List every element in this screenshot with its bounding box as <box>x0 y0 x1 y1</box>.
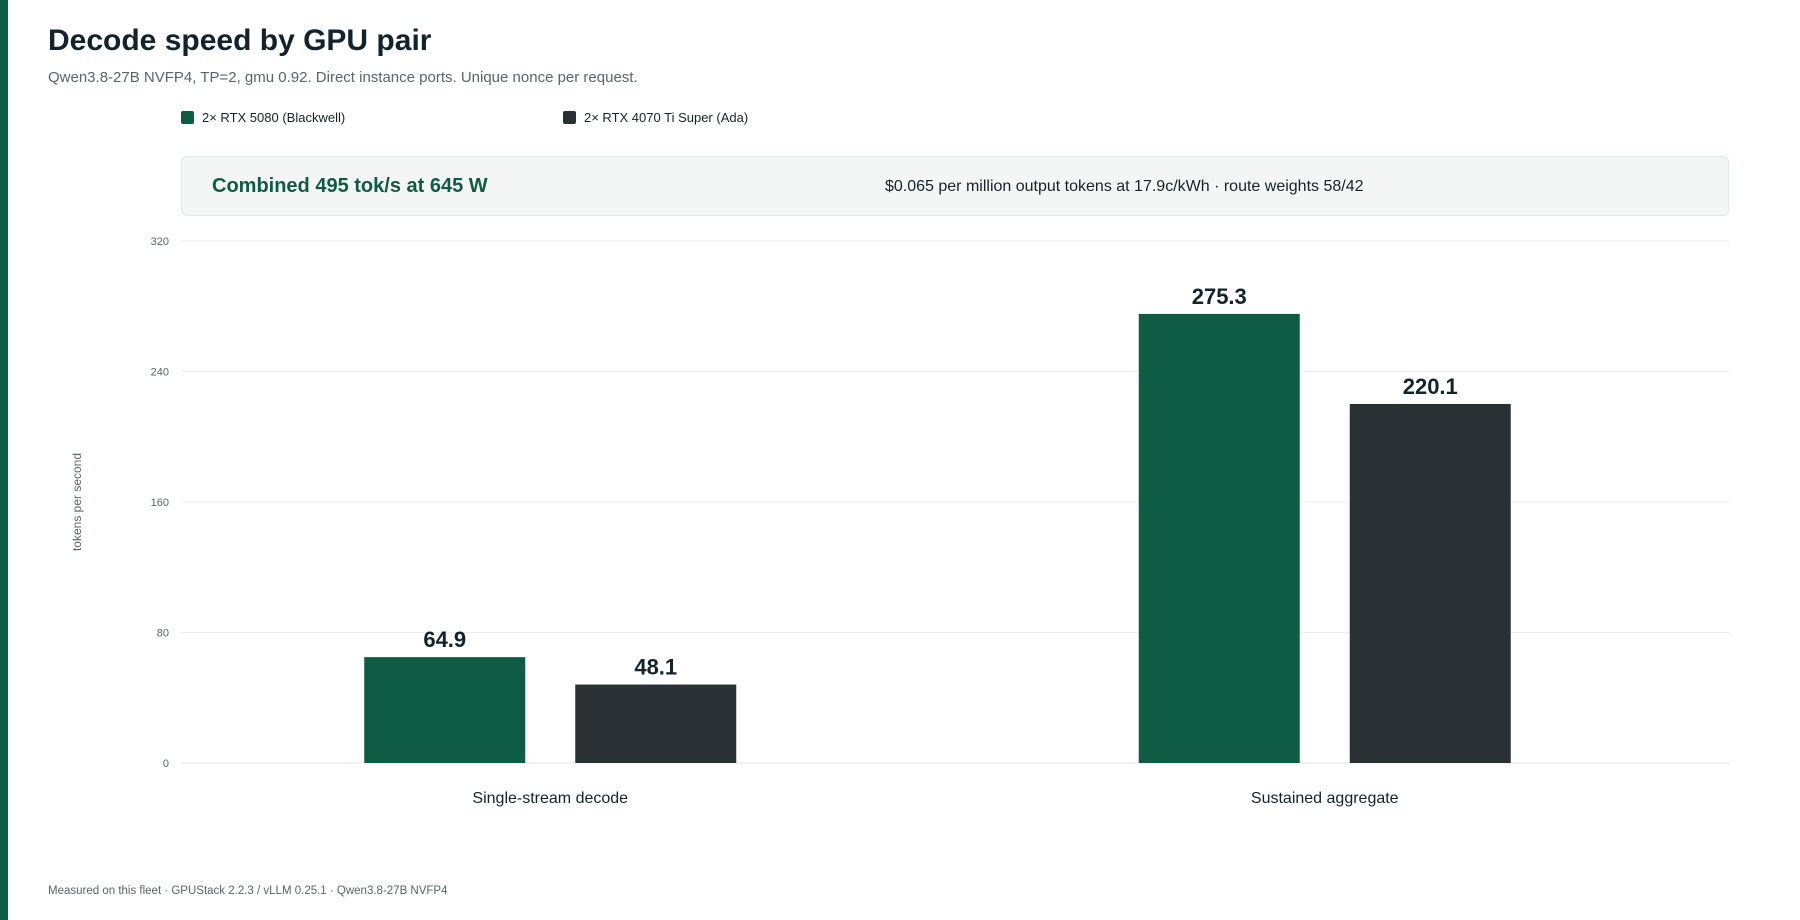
legend-label-rtx-4070-ti-super: 2× RTX 4070 Ti Super (Ada) <box>584 110 749 125</box>
bar-series-0-cat-1 <box>1138 313 1300 763</box>
data-label: 220.1 <box>1403 374 1458 399</box>
legend-swatch-rtx-4070-ti-super <box>563 111 576 124</box>
summary-headline: Combined 495 tok/s at 645 W <box>212 175 488 197</box>
y-axis-label: tokens per second <box>70 453 84 551</box>
y-tick-label: 160 <box>151 497 169 509</box>
legend-item-rtx-5080: 2× RTX 5080 (Blackwell) <box>181 110 345 125</box>
summary-detail: $0.065 per million output tokens at 17.9… <box>885 178 1364 195</box>
legend-label-rtx-5080: 2× RTX 5080 (Blackwell) <box>202 110 346 125</box>
footer-note: Measured on this fleet · GPUStack 2.2.3 … <box>48 885 448 897</box>
data-label: 64.9 <box>423 627 466 652</box>
legend-item-rtx-4070-ti-super: 2× RTX 4070 Ti Super (Ada) <box>563 110 748 125</box>
x-tick-label: Single-stream decode <box>472 790 628 807</box>
bar-series-0-cat-0 <box>364 657 526 763</box>
y-tick-label: 240 <box>151 367 169 379</box>
summary-panel: Combined 495 tok/s at 645 W $0.065 per m… <box>181 156 1729 216</box>
bar-series-1-cat-0 <box>575 684 737 763</box>
page-subtitle: Qwen3.8-27B NVFP4, TP=2, gmu 0.92. Direc… <box>48 69 638 86</box>
bar-series-1-cat-1 <box>1349 403 1511 763</box>
page-title: Decode speed by GPU pair <box>48 24 432 57</box>
data-label: 48.1 <box>634 655 677 680</box>
accent-bar <box>0 0 8 920</box>
y-tick-label: 80 <box>157 628 169 640</box>
y-tick-label: 0 <box>163 758 169 770</box>
data-label: 275.3 <box>1192 284 1247 309</box>
x-tick-label: Sustained aggregate <box>1251 790 1399 807</box>
y-tick-label: 320 <box>151 236 169 248</box>
legend-swatch-rtx-5080 <box>181 111 194 124</box>
